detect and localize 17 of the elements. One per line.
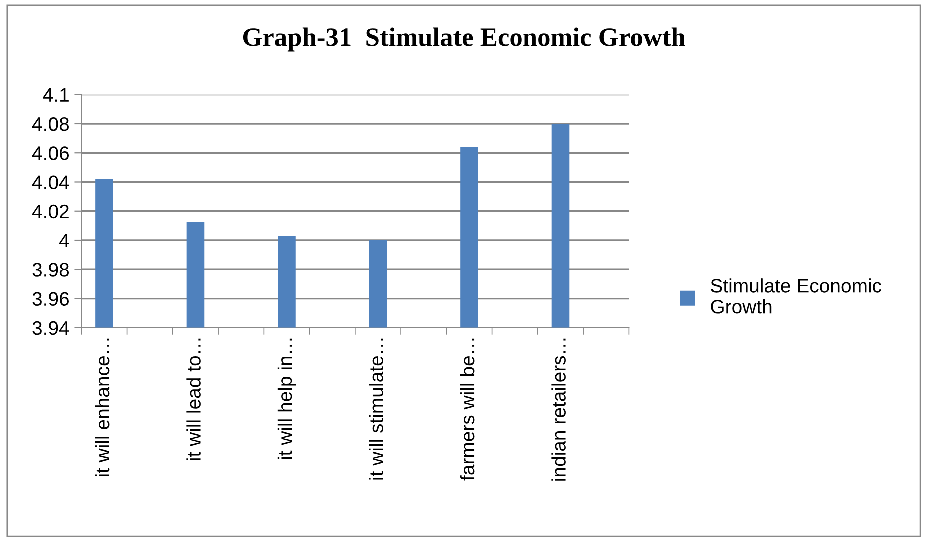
- x-tick-label: it will stimulate…: [369, 338, 384, 480]
- x-tick-label: indian retailers…: [552, 338, 566, 481]
- x-tick-label: it will lead to…: [186, 338, 201, 460]
- legend-label: Stimulate Economic Growth: [711, 278, 882, 314]
- x-tick-label: it will enhance…: [95, 338, 110, 477]
- y-tick-label: 4.06: [32, 146, 70, 160]
- chart-title: Graph-31 Stimulate Economic Growth: [243, 28, 686, 52]
- y-tick-label: 4.02: [32, 204, 69, 219]
- y-tick-label: 4.1: [43, 88, 69, 102]
- y-tick-label: 3.96: [32, 292, 70, 306]
- y-tick-label: 3.94: [32, 321, 70, 336]
- x-tick-label: farmers will be…: [460, 338, 475, 481]
- y-tick-label: 4.04: [32, 176, 70, 190]
- y-tick-label: 4.08: [32, 117, 70, 132]
- x-tick-label: it will help in…: [278, 338, 296, 460]
- y-tick-label: 3.98: [32, 263, 70, 277]
- y-tick-label: 4: [59, 234, 70, 248]
